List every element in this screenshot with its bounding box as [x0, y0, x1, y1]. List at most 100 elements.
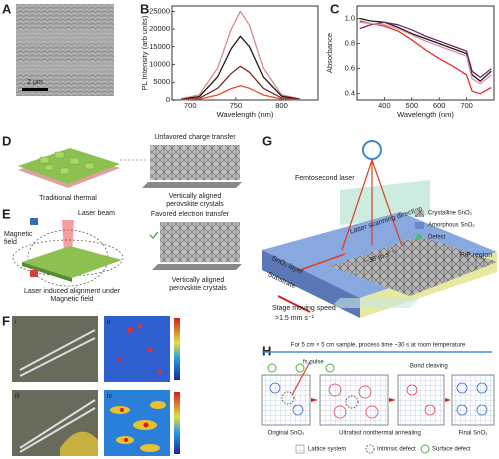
- series-line: [180, 10, 300, 100]
- lattice-box: [261, 374, 311, 426]
- legend-label: Surface defect: [432, 447, 471, 453]
- series-line: [359, 21, 492, 85]
- y-tick-label: 25000: [149, 6, 170, 15]
- sub-label: iii: [15, 393, 20, 400]
- shape: [325, 363, 335, 373]
- label: Laser induced alignment under: [24, 288, 121, 295]
- legend-label: Lattice system: [308, 447, 346, 453]
- sub-label: iv: [107, 393, 113, 400]
- label: >1.5 mm s⁻¹: [275, 315, 315, 322]
- film-edge: [22, 262, 72, 282]
- y-axis-label: PL Intensity (arb units): [140, 15, 149, 90]
- optics-plane: [340, 180, 430, 225]
- y-tick-label: 10000: [149, 60, 170, 69]
- label: Ultrafast nonthermal annealing: [339, 431, 421, 437]
- film: [18, 148, 120, 184]
- shape: [127, 327, 133, 333]
- heatmap-spots: [118, 324, 162, 374]
- x-tick-label: 500: [406, 101, 419, 110]
- shape: [281, 391, 295, 405]
- sem-image: [16, 4, 114, 96]
- check: [149, 231, 159, 239]
- step-arrows: [311, 398, 451, 402]
- shape: [476, 404, 488, 416]
- legend-label: Intrinsic defect: [377, 447, 416, 453]
- shape: [365, 405, 379, 419]
- label: For 5 cm × 5 cm sample, process time ~30…: [291, 343, 466, 349]
- x-tick-label: 400: [378, 101, 391, 110]
- label: fs pulse: [303, 360, 324, 366]
- layer-front: [262, 250, 360, 318]
- lattice-atoms: [269, 382, 488, 416]
- x-tick-label: 750: [230, 101, 243, 110]
- legend-swatch: [420, 444, 430, 454]
- panel-letter: C: [330, 1, 340, 16]
- label: perovskite crystals: [169, 285, 227, 292]
- shape: [456, 382, 468, 394]
- panel-letter: D: [2, 133, 11, 148]
- lattice-box: [397, 374, 445, 426]
- shape: [476, 382, 488, 394]
- shape: [140, 444, 160, 452]
- colorbar: [174, 392, 180, 454]
- shape: [371, 159, 403, 247]
- shape: [147, 347, 153, 353]
- label: Magnetic field: [50, 296, 93, 303]
- x-axis-label: Wavelength (nm): [397, 110, 454, 119]
- crystal-region: [330, 236, 497, 296]
- plot-frame: [356, 5, 495, 101]
- lattice-atoms: [328, 383, 436, 419]
- shape: [424, 404, 436, 416]
- label: Original SnO₂: [268, 431, 305, 437]
- shape: [358, 385, 372, 399]
- y-tick-label: 0.8: [345, 39, 355, 48]
- laser-icon: [362, 140, 382, 160]
- shape: [406, 384, 418, 396]
- label: Vertically aligned: [169, 193, 222, 200]
- shape: [328, 383, 342, 397]
- legend-swatch: [415, 222, 424, 229]
- shape: [120, 408, 124, 412]
- y-tick-label: 5000: [153, 77, 170, 86]
- base: [152, 264, 242, 270]
- sub-label: ii: [107, 319, 111, 326]
- shape: [445, 398, 451, 402]
- y-tick-label: 1.0: [345, 14, 355, 23]
- scale-bar: [22, 88, 48, 91]
- laser-beam: [62, 220, 74, 255]
- pulse: [291, 361, 311, 396]
- legend-swatch: [365, 444, 375, 454]
- pip-region: [330, 298, 420, 308]
- shape: [456, 404, 468, 416]
- x-tick-label: 800: [275, 101, 288, 110]
- shape: [124, 438, 128, 442]
- sub-label: i: [15, 319, 17, 326]
- panel-letter: B: [140, 1, 149, 16]
- stage-arrow: [277, 295, 311, 313]
- label: Laser beam: [78, 210, 115, 217]
- shape: [44, 164, 54, 171]
- lattice-box: [451, 374, 495, 426]
- series-line: [181, 35, 300, 100]
- shape: [118, 358, 122, 362]
- x-tick-label: 700: [184, 101, 197, 110]
- x-tick-label: 700: [460, 101, 473, 110]
- sem-band: [16, 30, 114, 44]
- label: Traditional thermal: [39, 195, 97, 202]
- panel-letter: G: [262, 133, 272, 148]
- sem-band: [16, 62, 114, 74]
- surface-defects: [267, 363, 335, 373]
- lattice-box: [319, 374, 389, 426]
- label: Unfavored charge transfer: [154, 134, 236, 141]
- y-tick-label: 0.4: [345, 89, 355, 98]
- shape: [69, 157, 80, 165]
- label: Favored electron transfer: [151, 211, 230, 218]
- shape: [345, 395, 359, 409]
- series-line: [359, 21, 492, 79]
- photo: [12, 316, 98, 382]
- defects: [281, 391, 359, 409]
- panel-letter: A: [2, 1, 12, 16]
- y-tick-label: 0: [166, 95, 170, 104]
- probe: [19, 329, 96, 377]
